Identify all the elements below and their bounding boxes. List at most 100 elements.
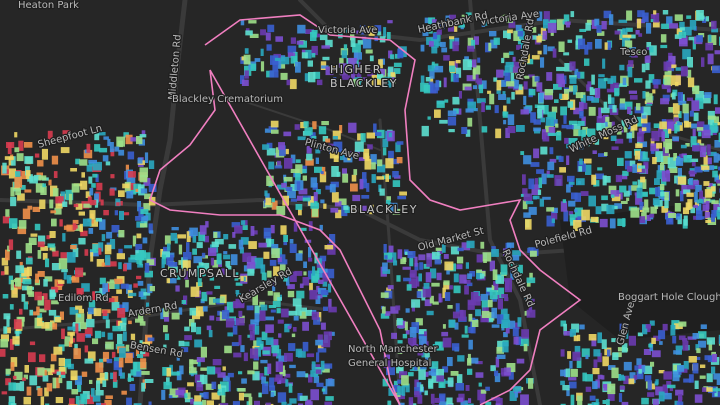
building <box>480 293 489 301</box>
building <box>608 185 617 194</box>
building <box>491 307 497 319</box>
building <box>478 382 482 387</box>
building <box>325 396 334 401</box>
building <box>516 125 525 132</box>
building <box>415 318 423 326</box>
building <box>247 268 255 276</box>
building <box>662 94 670 102</box>
building <box>28 352 36 363</box>
building <box>702 17 707 23</box>
building <box>102 155 109 162</box>
building <box>95 217 102 222</box>
building <box>467 273 472 280</box>
building <box>306 399 312 404</box>
building <box>536 169 545 174</box>
building <box>597 352 602 363</box>
building <box>683 215 688 226</box>
building <box>650 206 657 214</box>
building <box>30 233 38 237</box>
building <box>520 394 529 405</box>
building <box>124 245 132 249</box>
building <box>225 318 235 328</box>
building <box>481 102 485 113</box>
building <box>85 394 94 405</box>
building <box>595 206 602 215</box>
building <box>42 369 47 376</box>
building <box>608 365 616 370</box>
building <box>538 93 544 103</box>
building <box>104 372 108 380</box>
building <box>309 282 313 291</box>
building <box>526 277 536 284</box>
building <box>496 354 506 359</box>
building <box>137 201 141 212</box>
building <box>643 161 649 169</box>
building <box>10 280 14 291</box>
building <box>88 159 97 164</box>
building <box>332 136 338 140</box>
building <box>589 87 594 95</box>
building <box>189 227 198 236</box>
building <box>149 230 154 234</box>
building <box>202 306 208 312</box>
building <box>663 392 672 400</box>
building <box>711 28 718 33</box>
building <box>617 29 626 33</box>
building <box>71 275 80 283</box>
building <box>310 32 317 41</box>
building <box>149 286 155 292</box>
building <box>299 283 304 288</box>
building <box>598 78 607 89</box>
building <box>174 238 178 244</box>
building <box>248 241 257 249</box>
building <box>517 31 524 37</box>
building <box>247 334 253 338</box>
building <box>495 275 504 284</box>
building <box>87 307 97 315</box>
building <box>547 161 555 171</box>
building <box>594 180 600 187</box>
building <box>59 219 63 227</box>
building <box>377 79 386 86</box>
building <box>608 104 615 109</box>
building <box>330 207 339 213</box>
building <box>199 392 207 398</box>
building <box>573 85 577 95</box>
building <box>407 372 414 377</box>
building <box>118 357 124 368</box>
building <box>367 69 372 75</box>
building <box>688 178 694 189</box>
building <box>670 324 676 336</box>
building <box>260 29 266 36</box>
building <box>442 287 446 299</box>
building <box>713 203 720 214</box>
building <box>482 318 489 322</box>
building <box>713 94 718 105</box>
building <box>568 138 578 145</box>
building <box>550 119 558 127</box>
building <box>241 56 246 61</box>
building <box>470 323 476 334</box>
building <box>418 330 425 339</box>
building <box>361 195 370 199</box>
building <box>452 343 460 351</box>
building <box>342 168 347 175</box>
building <box>558 41 565 52</box>
building <box>240 20 245 26</box>
building <box>466 282 473 287</box>
building <box>659 341 663 345</box>
building <box>24 189 32 193</box>
building <box>476 78 482 85</box>
building <box>707 110 715 119</box>
building <box>618 19 628 23</box>
road <box>298 0 720 43</box>
building <box>503 105 507 115</box>
building <box>175 389 185 396</box>
building <box>567 351 571 359</box>
building <box>323 331 332 341</box>
building <box>34 153 40 158</box>
building <box>664 76 671 86</box>
building <box>2 294 9 299</box>
building <box>317 312 322 322</box>
building <box>650 361 655 367</box>
